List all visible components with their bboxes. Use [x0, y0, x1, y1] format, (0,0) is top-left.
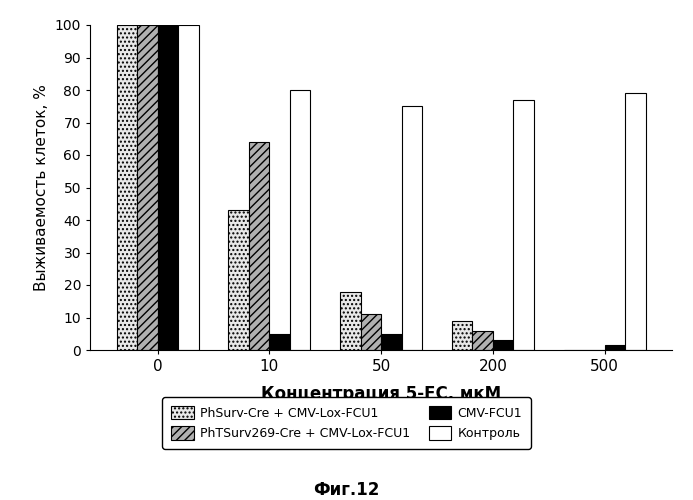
- Bar: [229, 210, 249, 350]
- Legend: PhSurv-Cre + CMV-Lox-FCU1, PhTSurv269-Cre + CMV-Lox-FCU1, CMV-FCU1, Контроль: PhSurv-Cre + CMV-Lox-FCU1, PhTSurv269-Cr…: [162, 397, 531, 449]
- Bar: [381, 334, 402, 350]
- Bar: [137, 25, 157, 350]
- Bar: [625, 93, 646, 350]
- Bar: [493, 340, 514, 350]
- Bar: [157, 25, 178, 350]
- Bar: [452, 321, 473, 350]
- Y-axis label: Выживаемость клеток, %: Выживаемость клеток, %: [34, 84, 49, 291]
- X-axis label: Концентрация 5-FC, мкМ: Концентрация 5-FC, мкМ: [261, 385, 501, 403]
- Bar: [290, 90, 310, 350]
- Bar: [116, 25, 137, 350]
- Bar: [178, 25, 198, 350]
- Text: Фиг.12: Фиг.12: [313, 481, 380, 499]
- Bar: [605, 345, 625, 350]
- Bar: [514, 100, 534, 350]
- Bar: [473, 330, 493, 350]
- Bar: [249, 142, 270, 350]
- Bar: [340, 292, 360, 350]
- Bar: [402, 106, 422, 350]
- Bar: [270, 334, 290, 350]
- Bar: [360, 314, 381, 350]
